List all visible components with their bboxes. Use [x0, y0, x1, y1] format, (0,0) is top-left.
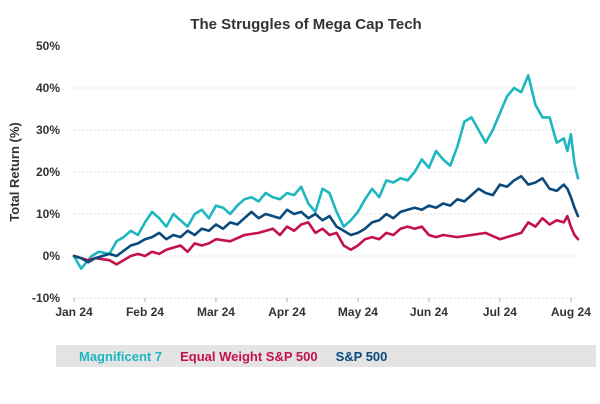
x-tick-label: Mar 24 — [197, 305, 235, 319]
x-tick-label: Jan 24 — [55, 305, 93, 319]
legend-item-equal-weight-sp500: Equal Weight S&P 500 — [180, 348, 318, 364]
legend: Magnificent 7 Equal Weight S&P 500 S&P 5… — [56, 345, 596, 367]
y-tick-label: 30% — [36, 123, 60, 137]
chart-title: The Struggles of Mega Cap Tech — [190, 16, 421, 33]
y-tick-label: 50% — [36, 39, 60, 53]
x-tick-label: Feb 24 — [126, 305, 164, 319]
x-tick-labels: Jan 24 Feb 24 Mar 24 Apr 24 May 24 Jun 24 Jul … — [55, 298, 591, 319]
series-line-equal-weight-s-p-500 — [72, 214, 580, 266]
y-tick-label: 20% — [36, 165, 60, 179]
grid-lines — [74, 87, 578, 299]
x-tick-label: May 24 — [338, 305, 378, 319]
x-tick-label: Jul 24 — [483, 305, 517, 319]
series-line-s-p-500 — [72, 174, 580, 264]
y-tick-label: -10% — [32, 291, 60, 305]
x-tick-label: Aug 24 — [551, 305, 591, 319]
y-tick-label: 0% — [43, 249, 61, 263]
x-tick-label: Jun 24 — [410, 305, 448, 319]
x-tick-label: Apr 24 — [268, 305, 306, 319]
y-axis-label: Total Return (%) — [7, 122, 22, 221]
series-line-magnificent-7 — [72, 74, 580, 270]
y-tick-label: 10% — [36, 207, 60, 221]
legend-item-magnificent-7: Magnificent 7 — [79, 348, 163, 364]
series-lines — [72, 74, 580, 270]
y-tick-labels: -10% 0% 10% 20% 30% 40% 50% — [32, 39, 60, 305]
y-tick-label: 40% — [36, 81, 60, 95]
legend-item-sp500: S&P 500 — [335, 348, 388, 364]
